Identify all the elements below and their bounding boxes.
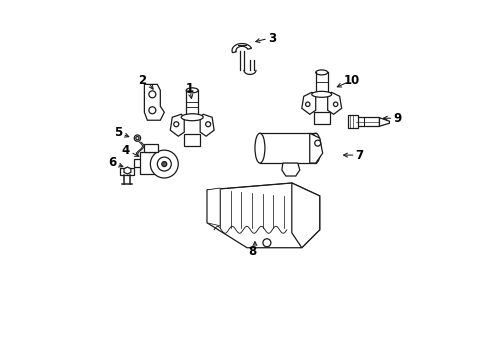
Ellipse shape — [310, 133, 320, 163]
Circle shape — [305, 102, 309, 107]
Circle shape — [136, 136, 139, 140]
Text: 2: 2 — [138, 74, 146, 87]
Bar — [315, 72, 327, 94]
Bar — [140, 152, 162, 174]
Ellipse shape — [254, 133, 264, 163]
Polygon shape — [170, 114, 184, 136]
Ellipse shape — [311, 91, 331, 97]
Polygon shape — [327, 92, 341, 114]
Text: 4: 4 — [121, 144, 129, 157]
Circle shape — [314, 140, 320, 146]
Text: 5: 5 — [114, 126, 122, 139]
Circle shape — [150, 150, 178, 178]
Polygon shape — [124, 167, 131, 174]
Circle shape — [148, 91, 156, 98]
Bar — [120, 168, 134, 175]
Polygon shape — [301, 92, 315, 114]
Text: 9: 9 — [392, 112, 401, 125]
Text: 10: 10 — [343, 74, 359, 87]
Bar — [144, 144, 158, 152]
Polygon shape — [291, 183, 319, 248]
Bar — [313, 112, 329, 124]
Bar — [134, 159, 141, 167]
Bar — [260, 133, 315, 163]
Polygon shape — [207, 183, 319, 248]
Circle shape — [173, 122, 179, 127]
Polygon shape — [379, 118, 388, 126]
Text: 1: 1 — [186, 82, 194, 95]
Polygon shape — [309, 133, 322, 163]
Text: 7: 7 — [355, 149, 363, 162]
Ellipse shape — [186, 88, 198, 93]
Polygon shape — [144, 84, 164, 120]
Text: 3: 3 — [267, 32, 275, 45]
Circle shape — [134, 135, 141, 141]
Polygon shape — [281, 163, 299, 176]
Polygon shape — [207, 188, 220, 226]
Polygon shape — [232, 44, 251, 53]
Bar — [355, 117, 379, 126]
Bar — [347, 115, 357, 128]
Circle shape — [263, 239, 270, 247]
Circle shape — [205, 122, 210, 127]
Ellipse shape — [315, 70, 327, 75]
Circle shape — [157, 157, 171, 171]
Circle shape — [162, 162, 166, 167]
Bar — [186, 90, 198, 117]
Text: 8: 8 — [247, 245, 256, 258]
Polygon shape — [200, 114, 214, 136]
Circle shape — [333, 102, 337, 107]
Ellipse shape — [181, 114, 203, 121]
Circle shape — [148, 107, 156, 114]
Bar — [184, 134, 200, 146]
Text: 6: 6 — [108, 156, 117, 168]
